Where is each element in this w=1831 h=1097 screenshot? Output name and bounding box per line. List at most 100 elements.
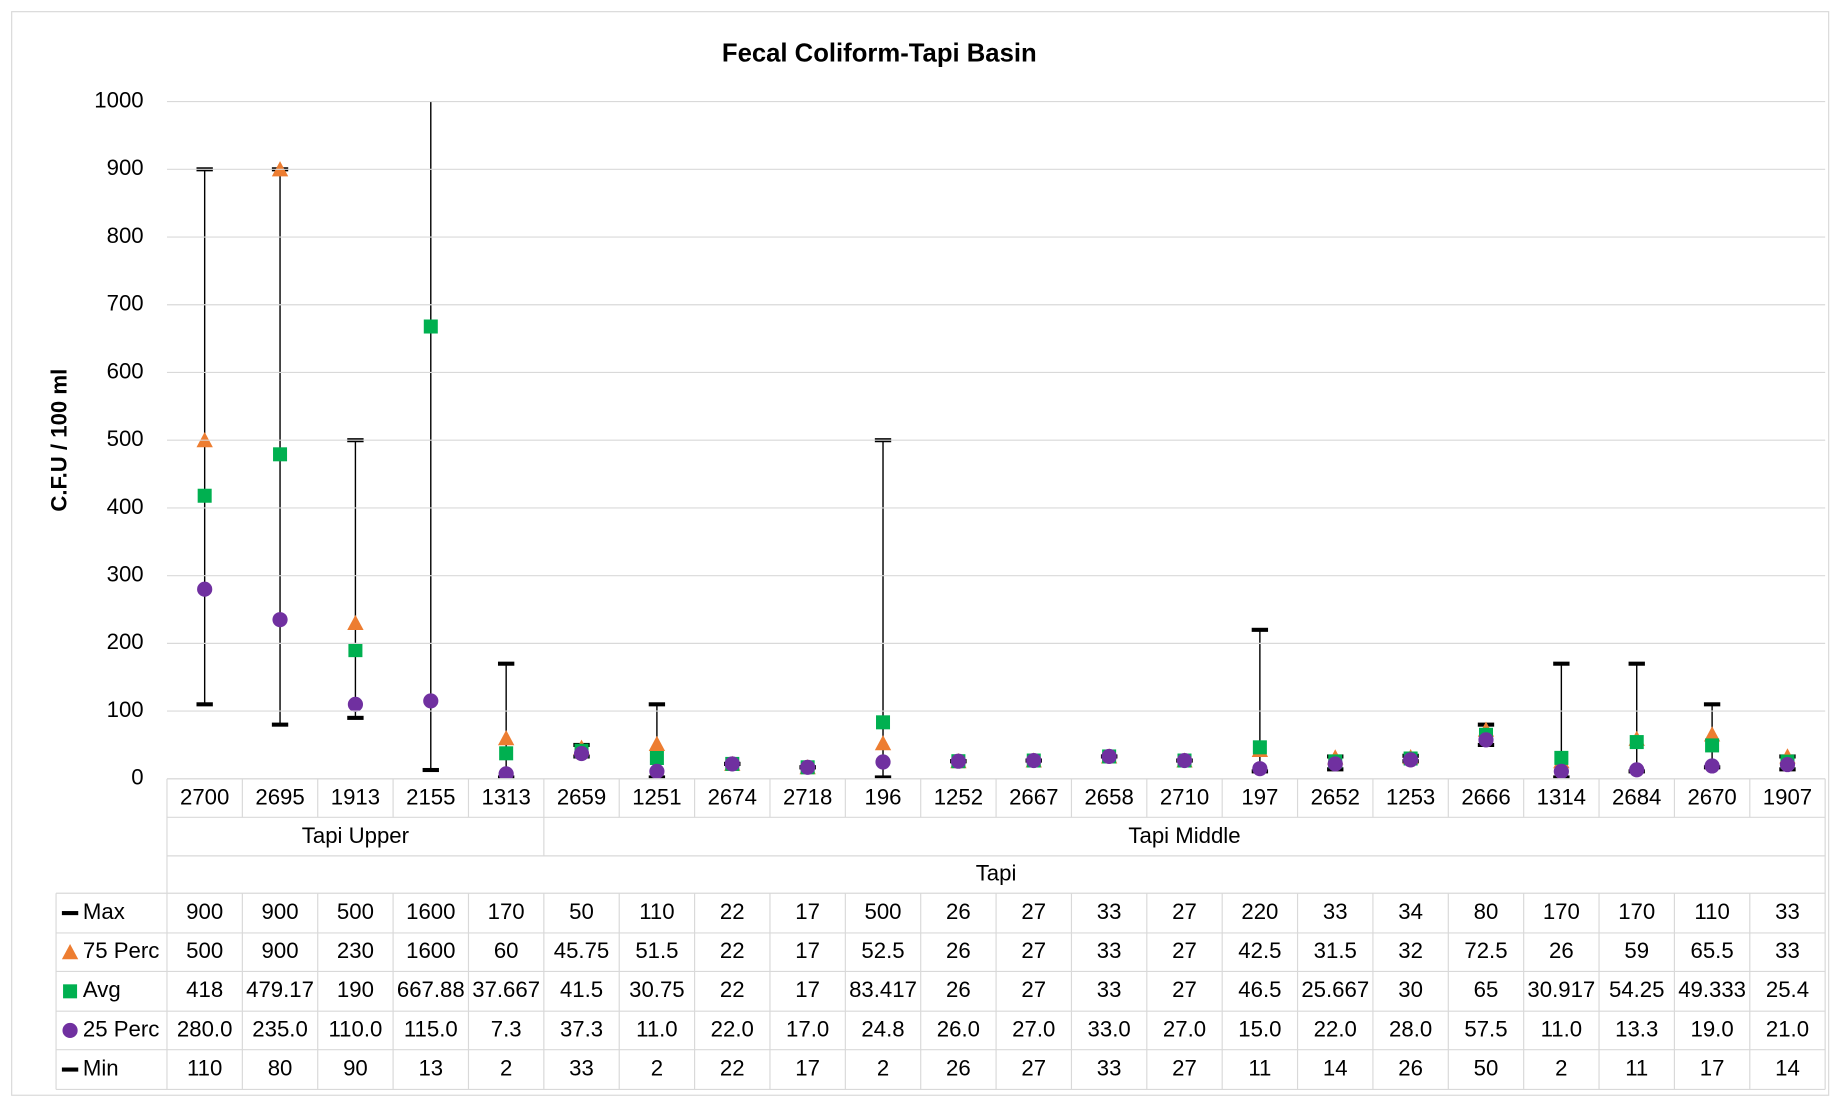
data-point xyxy=(874,775,892,779)
table-value: 17 xyxy=(1700,1055,1725,1080)
table-value: 170 xyxy=(1618,899,1655,924)
data-point xyxy=(1554,750,1569,765)
table-value: 17.0 xyxy=(786,1016,829,1041)
data-point xyxy=(1704,758,1720,774)
y-tick-label: 600 xyxy=(107,358,144,383)
data-point xyxy=(498,766,514,779)
table-value: 26 xyxy=(1398,1055,1423,1080)
table-value: 11.0 xyxy=(636,1016,678,1041)
data-point xyxy=(648,702,666,707)
x-tick-label: 1907 xyxy=(1763,785,1812,810)
table-value: 54.25 xyxy=(1609,977,1664,1002)
table-value: 22 xyxy=(720,899,745,924)
table-value: 22 xyxy=(720,977,745,1002)
table-value: 27 xyxy=(1172,899,1197,924)
table-value: 30 xyxy=(1398,977,1423,1002)
table-value: 2 xyxy=(651,1055,663,1080)
data-point xyxy=(649,763,665,779)
data-point xyxy=(1553,763,1569,779)
data-point xyxy=(1705,738,1720,753)
data-point xyxy=(1101,748,1117,765)
legend-marker xyxy=(62,1022,78,1039)
y-tick-label: 800 xyxy=(107,223,144,248)
table-value: 22 xyxy=(720,1055,745,1080)
data-point xyxy=(876,715,891,730)
data-point xyxy=(423,693,439,709)
data-point xyxy=(800,759,816,775)
data-point xyxy=(1251,627,1269,632)
table-value: 7.3 xyxy=(491,1016,522,1041)
table-value: 17 xyxy=(795,977,820,1002)
table-value: 33 xyxy=(1097,977,1122,1002)
data-point xyxy=(348,643,363,658)
y-tick-label: 200 xyxy=(107,629,144,654)
table-value: 27.0 xyxy=(1012,1016,1055,1041)
table-value: 80 xyxy=(268,1055,293,1080)
table-value: 115.0 xyxy=(404,1016,458,1041)
table-value: 33.0 xyxy=(1088,1016,1131,1041)
table-value: 51.5 xyxy=(635,938,678,963)
data-point xyxy=(1553,661,1570,666)
table-value: 24.8 xyxy=(861,1016,904,1041)
table-value: 110 xyxy=(639,899,674,924)
table-value: 900 xyxy=(186,899,223,924)
y-tick-label: 400 xyxy=(107,494,144,519)
table-value: 27 xyxy=(1021,1055,1046,1080)
table-value: 900 xyxy=(262,899,299,924)
table-value: 60 xyxy=(494,938,519,963)
table-value: 31.5 xyxy=(1314,938,1357,963)
table-value: 170 xyxy=(488,899,525,924)
x-tick-label: 1314 xyxy=(1537,785,1586,810)
data-point xyxy=(499,746,514,761)
data-point xyxy=(1252,761,1268,777)
x-tick-label: 2155 xyxy=(406,785,455,810)
x-tick-label: 1251 xyxy=(632,785,681,810)
x-tick-label: 2700 xyxy=(180,785,229,810)
data-point xyxy=(272,612,288,628)
data-point xyxy=(724,756,740,772)
table-value: 33 xyxy=(569,1055,594,1080)
data-point xyxy=(648,735,666,751)
x-tick-label: 2670 xyxy=(1687,785,1736,810)
table-value: 22 xyxy=(720,938,745,963)
table-value: 65.5 xyxy=(1691,938,1734,963)
legend-marker xyxy=(61,944,79,960)
data-point xyxy=(1703,702,1721,707)
table-value: 32 xyxy=(1398,938,1423,963)
x-tick-label: 2684 xyxy=(1612,785,1661,810)
group-label: Tapi Upper xyxy=(302,823,410,848)
table-value: 90 xyxy=(343,1055,368,1080)
table-value: 50 xyxy=(569,899,594,924)
legend-label: Max xyxy=(83,899,125,924)
data-point xyxy=(271,722,289,727)
data-point xyxy=(874,735,892,751)
legend-label: 25 Perc xyxy=(83,1016,159,1041)
table-value: 37.3 xyxy=(560,1016,603,1041)
chart-title: Fecal Coliform-Tapi Basin xyxy=(722,40,1037,68)
table-value: 110 xyxy=(187,1055,222,1080)
table-value: 41.5 xyxy=(560,977,603,1002)
table-value: 1600 xyxy=(406,899,455,924)
table-value: 28.0 xyxy=(1389,1016,1432,1041)
data-point xyxy=(1703,726,1721,742)
legend-marker xyxy=(63,984,78,999)
x-tick-label: 2652 xyxy=(1311,785,1360,810)
table-value: 27 xyxy=(1021,938,1046,963)
table-value: 26 xyxy=(946,938,971,963)
table-value: 25.4 xyxy=(1766,977,1809,1002)
x-tick-label: 1253 xyxy=(1386,785,1435,810)
table-value: 27 xyxy=(1172,938,1197,963)
data-point xyxy=(950,753,966,769)
data-point xyxy=(649,750,664,765)
table-value: 220 xyxy=(1241,899,1278,924)
table-value: 2 xyxy=(877,1055,889,1080)
data-point xyxy=(1478,732,1494,748)
y-tick-label: 0 xyxy=(131,765,143,790)
table-value: 22.0 xyxy=(711,1016,754,1041)
table-value: 11.0 xyxy=(1541,1016,1583,1041)
table-value: 27 xyxy=(1021,899,1046,924)
x-tick-label: 1913 xyxy=(331,785,380,810)
table-value: 80 xyxy=(1474,899,1499,924)
y-axis-label: C.F.U / 100 ml xyxy=(47,369,72,512)
